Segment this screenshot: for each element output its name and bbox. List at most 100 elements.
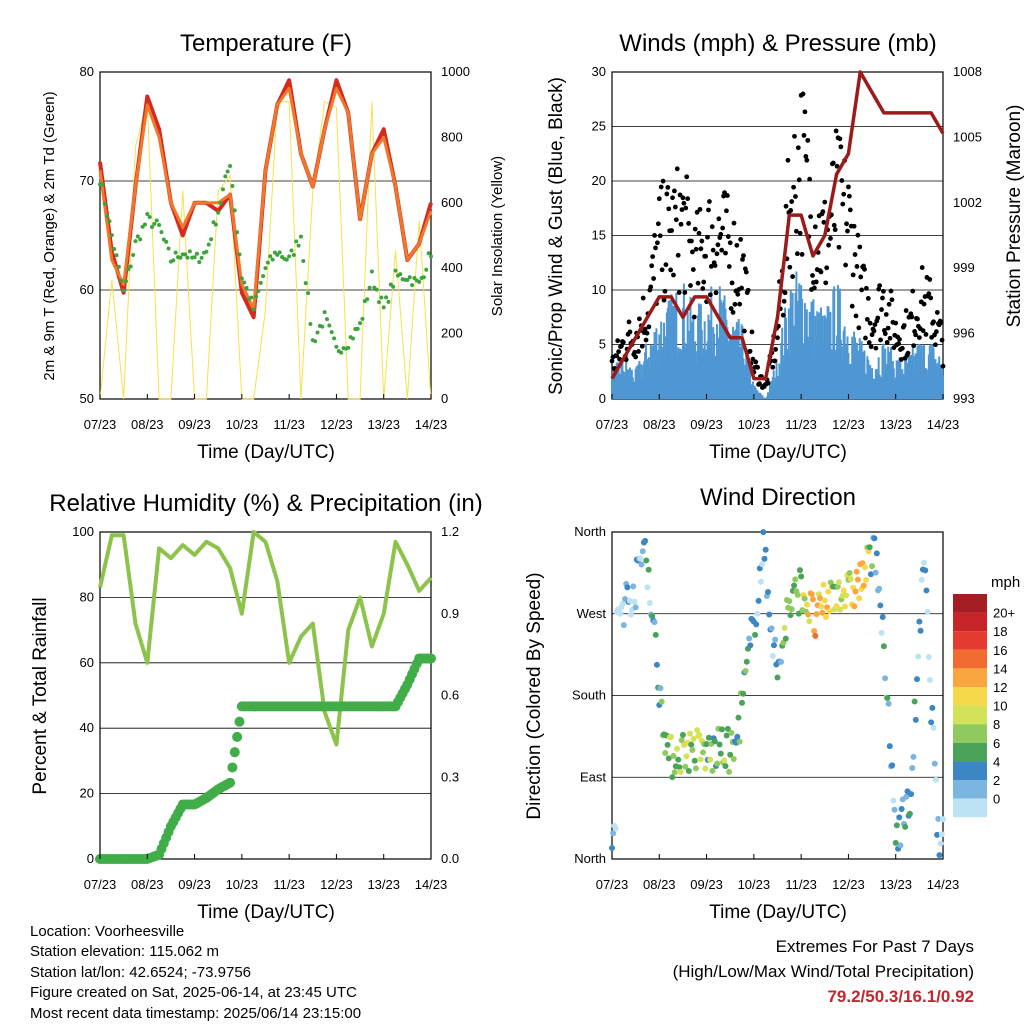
wind-gust-point	[800, 91, 806, 97]
wind-gust-point	[807, 176, 813, 182]
wind-direction-point	[856, 595, 863, 602]
wind-direction-point	[786, 598, 793, 605]
wind-gust-point	[823, 280, 829, 286]
dewpoint-point	[258, 280, 263, 285]
dewpoint-point	[135, 234, 140, 239]
wind-direction-point	[728, 729, 735, 736]
wind-gust-point	[818, 269, 824, 275]
colorbar-label: 6	[993, 736, 1000, 751]
wind-direction-point	[627, 611, 634, 618]
wind-direction-point	[757, 578, 764, 585]
dewpoint-point	[159, 230, 164, 235]
wind-direction-point	[871, 535, 878, 542]
wind-direction-point	[841, 603, 848, 610]
wind-direction-point	[644, 584, 651, 591]
wind-gust-point	[804, 157, 810, 163]
wind-ytick-left: 25	[592, 119, 606, 134]
wind-gust-point	[940, 363, 946, 369]
dewpoint-point	[105, 214, 110, 219]
wind-direction-point	[847, 576, 854, 583]
colorbar-swatch	[953, 612, 987, 632]
dir-xtick-label: 13/23	[879, 877, 912, 892]
temp-xtick-label: 12/23	[320, 417, 353, 432]
rh-xtick-label: 14/23	[415, 877, 448, 892]
wind-gust-point	[649, 263, 655, 269]
temp-xtick-label: 08/23	[131, 417, 164, 432]
wind-direction-point	[820, 581, 827, 588]
wind-direction-point	[822, 614, 829, 621]
wind-direction-point	[696, 732, 703, 739]
wind-xtick-label: 12/23	[832, 417, 865, 432]
rainfall-point	[232, 731, 243, 742]
dewpoint-point	[164, 239, 169, 244]
wind-direction-point	[791, 582, 798, 589]
temp-r-ytick-right: 0	[441, 391, 448, 406]
dewpoint-point	[209, 237, 214, 242]
dewpoint-point	[109, 233, 114, 238]
colorbar-swatch	[953, 687, 987, 706]
wind-gust-point	[851, 223, 857, 229]
dewpoint-point	[197, 260, 202, 265]
wind-direction-point	[609, 844, 615, 851]
wind-gust-point	[810, 273, 815, 278]
wind-gust-point	[753, 359, 759, 365]
wind-gust-point	[692, 226, 698, 232]
wind-direction-point	[792, 576, 799, 583]
wind-direction-point	[735, 714, 742, 721]
wind-direction-point	[794, 591, 801, 598]
wind-direction-point	[702, 765, 709, 772]
wind-gust-point	[913, 332, 918, 338]
wind-direction-point	[721, 757, 728, 764]
dewpoint-point	[424, 267, 429, 272]
wind-gust-point	[643, 337, 649, 343]
dewpoint-point	[204, 249, 209, 254]
wind-gust-point	[765, 380, 771, 386]
wind-gust-point	[739, 285, 744, 291]
wind-direction-point	[662, 749, 669, 756]
wind-r-ytick-right: 993	[953, 391, 975, 406]
rh-xlabel: Time (Day/UTC)	[197, 902, 335, 923]
dewpoint-point	[242, 280, 247, 285]
wind-gust-point	[785, 157, 791, 163]
wind-direction-point	[752, 631, 759, 638]
wind-gust-point	[780, 312, 786, 318]
wind-r-ytick-right: 999	[953, 260, 975, 275]
temp-title: Temperature (F)	[180, 30, 352, 57]
wind-ylabel-right: Station Pressure (Maroon)	[1004, 105, 1024, 328]
wind-gust-point	[730, 309, 736, 315]
wind-ylabel-left: Sonic/Prop Wind & Gust (Blue, Black)	[546, 77, 567, 395]
rh-xtick-label: 13/23	[367, 877, 400, 892]
wind-direction-point	[923, 587, 930, 594]
wind-direction-point	[675, 756, 682, 763]
wind-gust-point	[898, 356, 904, 362]
wind-ytick-left: 15	[592, 228, 606, 243]
wind-gust-point	[646, 324, 652, 330]
temp-ytick-left: 70	[80, 173, 94, 188]
wind-gust-point	[839, 178, 845, 183]
wind-direction-point	[804, 601, 811, 608]
wind-direction-point	[688, 741, 695, 748]
dewpoint-point	[296, 243, 301, 248]
wind-gust-point	[919, 265, 925, 270]
temp-ylabel-left: 2m & 9m T (Red, Orange) & 2m Td (Green)	[41, 91, 58, 380]
wind-gust-point	[632, 349, 638, 355]
wind-direction-point	[882, 675, 889, 682]
wind-direction-point	[778, 658, 785, 665]
wind-gust-point	[660, 178, 666, 184]
wind-direction-point	[843, 592, 850, 599]
wind-gust-point	[854, 264, 860, 269]
wind-direction-point	[837, 606, 844, 613]
wind-gust-point	[855, 232, 861, 238]
wind-gust-point	[796, 177, 802, 183]
wind-gust-point	[849, 303, 855, 309]
dewpoint-point	[334, 344, 339, 349]
dewpoint-point	[315, 330, 320, 335]
wind-direction-point	[808, 591, 815, 598]
rh-title: Relative Humidity (%) & Precipitation (i…	[49, 490, 482, 517]
solar-insolation-line	[99, 100, 432, 400]
dewpoint-point	[327, 323, 332, 328]
dewpoint-point	[263, 266, 268, 271]
wind-direction-point	[759, 561, 766, 568]
wind-direction-point	[835, 579, 842, 586]
wind-gust-point	[928, 295, 934, 301]
